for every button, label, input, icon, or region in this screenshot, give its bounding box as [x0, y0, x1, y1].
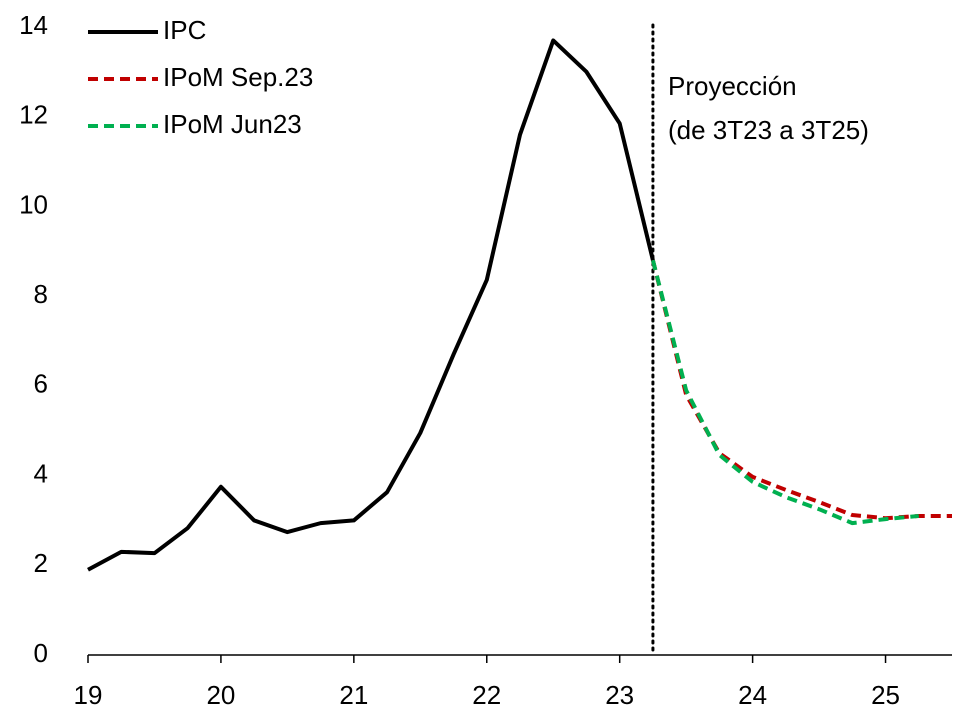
x-tick-label: 23	[605, 680, 634, 710]
y-tick-label: 12	[19, 100, 48, 130]
y-tick-label: 6	[34, 369, 48, 399]
series-line	[650, 259, 919, 526]
x-tick-label: 22	[472, 680, 501, 710]
x-tick-label: 25	[871, 680, 900, 710]
legend-label: IPoM Sep.23	[163, 62, 313, 92]
annotation: (de 3T23 a 3T25)	[668, 115, 869, 145]
x-tick-label: 21	[339, 680, 368, 710]
y-tick-label: 2	[34, 548, 48, 578]
x-tick-label: 19	[74, 680, 103, 710]
legend-label: IPoM Jun23	[163, 109, 302, 139]
y-tick-label: 0	[34, 638, 48, 668]
y-tick-label: 8	[34, 279, 48, 309]
series-line	[87, 38, 655, 572]
y-tick-label: 14	[19, 10, 48, 40]
legend-label: IPC	[163, 15, 206, 45]
y-tick-label: 10	[19, 189, 48, 219]
annotation: Proyección	[668, 71, 797, 101]
series-line	[650, 259, 952, 521]
y-tick-label: 4	[34, 458, 48, 488]
x-tick-label: 24	[738, 680, 767, 710]
x-tick-label: 20	[206, 680, 235, 710]
